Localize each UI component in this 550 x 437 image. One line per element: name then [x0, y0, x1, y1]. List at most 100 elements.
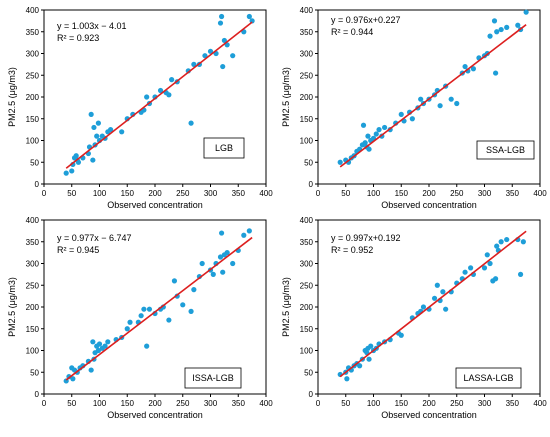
scatter-point [344, 376, 350, 382]
scatter-point [199, 260, 205, 267]
scatter-point [138, 313, 144, 319]
model-label-box [203, 137, 245, 159]
scatter-point [102, 343, 108, 349]
scatter-point [468, 265, 474, 271]
regression-equation: y = 0.997x+0.192 [331, 233, 401, 243]
scatter-point [219, 13, 225, 20]
y-tick-label: 0 [309, 180, 314, 189]
x-tick-label: 350 [232, 399, 246, 408]
scatter-point [498, 239, 504, 245]
scatter-point [207, 48, 214, 54]
y-tick-label: 350 [300, 28, 314, 37]
y-tick-label: 250 [26, 71, 40, 80]
y-tick-label: 50 [304, 158, 313, 167]
x-tick-label: 300 [204, 399, 218, 408]
x-tick-label: 100 [367, 189, 381, 198]
y-tick-label: 150 [26, 325, 40, 334]
scatter-point [368, 343, 374, 349]
scatter-point [437, 103, 443, 109]
scatter-point [119, 129, 125, 135]
x-tick-label: 400 [259, 189, 273, 198]
y-tick-label: 200 [300, 303, 314, 312]
scatter-point [484, 252, 490, 258]
scatter-point [188, 308, 194, 314]
scatter-point [246, 228, 252, 234]
scatter-point [515, 22, 521, 28]
scatter-point [88, 367, 94, 373]
x-tick-label: 100 [93, 399, 107, 408]
scatter-point [166, 92, 172, 98]
scatter-point [169, 77, 175, 83]
scatter-point [504, 236, 510, 243]
scatter-point [94, 133, 100, 139]
scatter-point [96, 341, 103, 347]
scatter-point [481, 265, 488, 271]
scatter-point [95, 347, 101, 354]
scatter-point [224, 250, 230, 256]
y-tick-label: 350 [300, 238, 314, 247]
y-tick-label: 200 [26, 303, 40, 312]
r-squared: R² = 0.952 [331, 245, 373, 255]
x-tick-label: 150 [395, 189, 409, 198]
scatter-point [462, 63, 468, 70]
x-tick-label: 250 [450, 399, 464, 408]
scatter-point [498, 26, 504, 33]
x-tick-label: 50 [67, 399, 76, 408]
model-label: SSA-LGB [486, 145, 525, 155]
scatter-point [124, 326, 130, 332]
scatter-point [69, 168, 75, 174]
scatter-point [70, 376, 76, 382]
regression-equation: y = 0.976x+0.227 [331, 15, 401, 25]
scatter-point [398, 332, 404, 338]
scatter-point [221, 37, 227, 44]
scatter-point [88, 111, 94, 117]
x-tick-label: 350 [506, 399, 520, 408]
model-label: LGB [215, 143, 233, 153]
scatter-point [95, 120, 101, 126]
scatter-point [108, 127, 114, 133]
scatter-point [141, 306, 147, 312]
scatter-point [241, 232, 247, 238]
scatter-point [127, 319, 133, 325]
scatter-point [219, 230, 225, 236]
x-tick-label: 250 [176, 399, 190, 408]
y-tick-label: 300 [300, 260, 314, 269]
x-tick-label: 0 [42, 189, 47, 198]
y-tick-label: 300 [26, 260, 40, 269]
x-axis-title: Observed concentration [107, 410, 203, 420]
scatter-point [493, 276, 499, 282]
x-tick-label: 50 [67, 189, 76, 198]
scatter-point [91, 124, 97, 131]
y-tick-label: 350 [26, 238, 40, 247]
x-tick-label: 250 [450, 189, 464, 198]
panel-4: 0 50 100 150 200 250 300 350 400 0 50 100 150 200 250 3… [281, 216, 547, 420]
fit-line [65, 236, 253, 381]
panel-3: 0 50 100 150 200 250 300 350 400 0 50 100 150 200 250 3… [7, 216, 273, 420]
scatter-point [144, 343, 150, 349]
y-tick-label: 300 [300, 50, 314, 59]
scatter-point [504, 24, 510, 30]
x-tick-label: 200 [422, 189, 436, 198]
scatter-point [202, 53, 208, 59]
y-tick-label: 250 [26, 281, 40, 290]
scatter-point [230, 53, 236, 59]
scatter-point [337, 159, 343, 165]
scatter-point [470, 66, 476, 72]
x-tick-label: 250 [176, 189, 190, 198]
scatter-point [63, 170, 69, 176]
x-axis-title: Observed concentration [107, 200, 203, 210]
x-tick-label: 400 [533, 189, 547, 198]
scatter-point [523, 9, 529, 15]
x-tick-label: 150 [121, 399, 135, 408]
y-tick-label: 100 [300, 347, 314, 356]
scatter-point [443, 306, 449, 312]
scatter-point [454, 100, 460, 107]
scatter-point [494, 29, 500, 35]
y-tick-label: 400 [300, 6, 314, 15]
x-tick-label: 350 [506, 189, 520, 198]
scatter-point [188, 120, 194, 126]
scatter-point [75, 159, 82, 165]
y-tick-label: 400 [300, 216, 314, 225]
x-tick-label: 100 [367, 399, 381, 408]
y-tick-label: 100 [26, 347, 40, 356]
